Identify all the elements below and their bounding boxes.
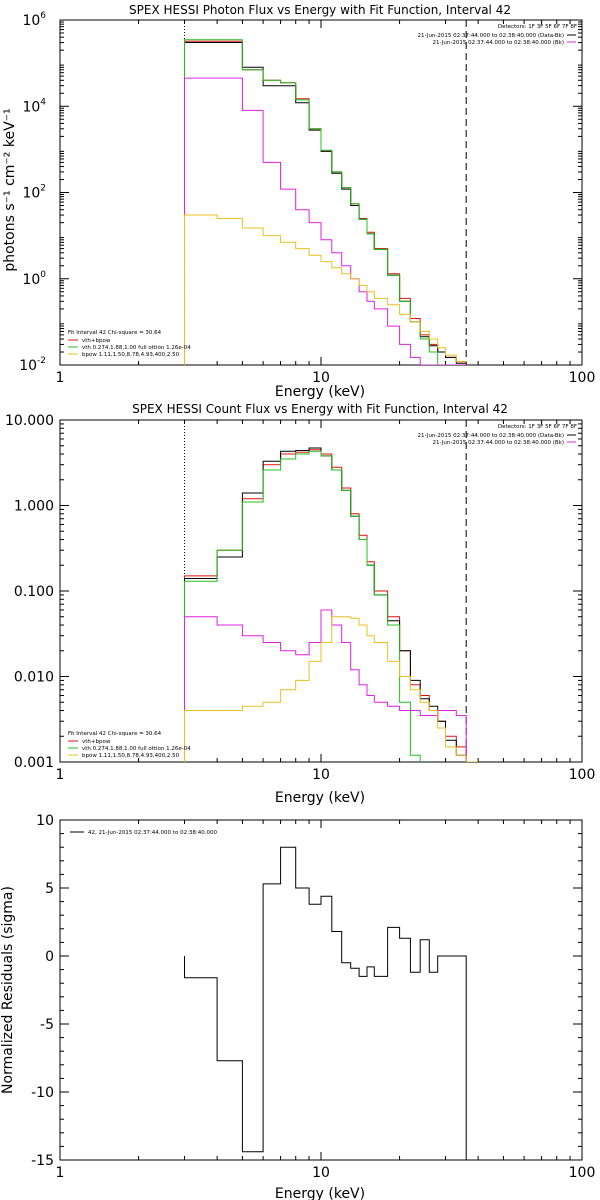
y-tick-label: 10.000	[5, 413, 54, 429]
x-tick-label: 1	[56, 767, 65, 783]
y-tick-label: 102	[22, 184, 46, 202]
residuals-ylabel: Normalized Residuals (sigma)	[0, 886, 16, 1094]
count-flux-time-legend: 21-Jun-2015 02:37:44.000 to 02:38:40.000…	[418, 433, 576, 446]
fit-legend-label: vth 0.274,1.88,1.00 full ottion 1.26e-04	[82, 746, 191, 752]
fit-legend-label: vth+bpow	[82, 338, 111, 344]
count-flux-title: SPEX HESSI Count Flux vs Energy with Fit…	[132, 402, 508, 416]
y-tick-label: -10	[31, 1085, 54, 1101]
photon-flux-detectors: Detectors: 1F 3F 5F 6F 7F 8F	[498, 24, 577, 30]
x-tick-label: 100	[569, 1165, 596, 1181]
y-tick-label: 0	[45, 949, 54, 965]
residuals-frame	[59, 819, 583, 1161]
residuals-xlabel: Energy (keV)	[275, 1186, 365, 1200]
y-tick-label: -5	[40, 1017, 54, 1033]
count-flux-axes: 1 10 100 0.001 0.010 0.100 1.000 10.000	[5, 413, 595, 783]
x-tick-label: 100	[569, 767, 596, 783]
y-tick-label: 1.000	[14, 499, 54, 515]
series-line-2	[184, 39, 439, 365]
photon-flux-time-legend: 21-Jun-2015 02:37:44.000 to 02:38:40.000…	[418, 33, 576, 46]
y-tick-label: 10-2	[19, 356, 46, 374]
series-line-4	[184, 214, 467, 365]
count-flux-fit-header: Fit Interval 42 Chi-square = 30.64	[68, 731, 162, 737]
time-legend-label: 21-Jun-2015 02:37:44.000 to 02:38:40.000…	[432, 40, 564, 46]
x-tick-label: 10	[312, 1165, 330, 1181]
count-flux-series	[184, 447, 479, 762]
photon-flux-series	[184, 39, 467, 365]
time-legend-label: 21-Jun-2015 02:37:44.000 to 02:38:40.000…	[432, 440, 564, 446]
series-line-3	[184, 609, 467, 762]
fit-legend-label: bpow 1.11,1.50,8.78,4.93,400,2.50	[82, 753, 180, 759]
count-flux-panel: SPEX HESSI Count Flux vs Energy with Fit…	[5, 402, 595, 806]
photon-flux-axes: 1 10 100 10-2 100 102 104 106	[19, 11, 595, 386]
residuals-legend: 42, 21-Jun-2015 02:37:44.000 to 02:38:40…	[88, 830, 218, 836]
count-flux-frame	[59, 419, 583, 763]
fit-legend-label: vth 0.274,1.88,1.00 full ottion 1.26e-04	[82, 345, 191, 351]
y-tick-label: 100	[22, 270, 46, 288]
photon-flux-frame	[59, 19, 583, 366]
time-legend-label: 21-Jun-2015 02:37:44.000 to 02:38:40.000…	[418, 433, 564, 439]
fit-legend-label: vth+bpow	[82, 739, 111, 745]
photon-flux-fit-header: Fit Interval 42 Chi-square = 30.64	[68, 330, 162, 336]
photon-flux-ylabel: photons s⁻¹ cm⁻² keV⁻¹	[2, 108, 18, 271]
series-line-1	[184, 42, 467, 365]
x-tick-label: 10	[312, 767, 330, 783]
y-tick-label: 106	[22, 11, 46, 29]
y-tick-label: 104	[22, 97, 46, 115]
count-flux-xlabel: Energy (keV)	[275, 790, 365, 806]
y-tick-label: 0.010	[14, 670, 54, 686]
y-tick-label: 10	[36, 813, 54, 829]
series-line-0	[184, 846, 467, 1160]
photon-flux-guides	[184, 20, 467, 365]
photon-flux-panel: SPEX HESSI Photon Flux vs Energy with Fi…	[2, 3, 595, 400]
photon-flux-xlabel: Energy (keV)	[275, 384, 365, 400]
residuals-axes: 1 10 100 -15 -10 -5 0 5 10	[31, 813, 595, 1181]
x-tick-label: 10	[312, 370, 330, 386]
y-tick-label: 0.001	[14, 755, 54, 771]
count-flux-detectors: Detectors: 1F 3F 5F 6F 7F 8F	[498, 424, 577, 430]
series-line-0	[184, 40, 467, 365]
residuals-series	[184, 846, 467, 1160]
y-tick-label: 5	[45, 881, 54, 897]
series-line-3	[184, 77, 467, 365]
fit-legend-label: bpow 1.11,1.50,8.78,4.93,400,2.50	[82, 352, 180, 358]
x-tick-label: 1	[56, 1165, 65, 1181]
series-line-1	[184, 447, 479, 762]
y-tick-label: 0.100	[14, 584, 54, 600]
y-tick-label: -15	[31, 1153, 54, 1169]
series-line-2	[184, 450, 421, 762]
series-line-4	[184, 616, 479, 762]
residuals-panel: Energy (keV) Normalized Residuals (sigma…	[0, 813, 595, 1200]
x-tick-label: 1	[56, 370, 65, 386]
time-legend-label: 21-Jun-2015 02:37:44.000 to 02:38:40.000…	[418, 33, 564, 39]
x-tick-label: 100	[569, 370, 596, 386]
photon-flux-title: SPEX HESSI Photon Flux vs Energy with Fi…	[129, 3, 511, 17]
